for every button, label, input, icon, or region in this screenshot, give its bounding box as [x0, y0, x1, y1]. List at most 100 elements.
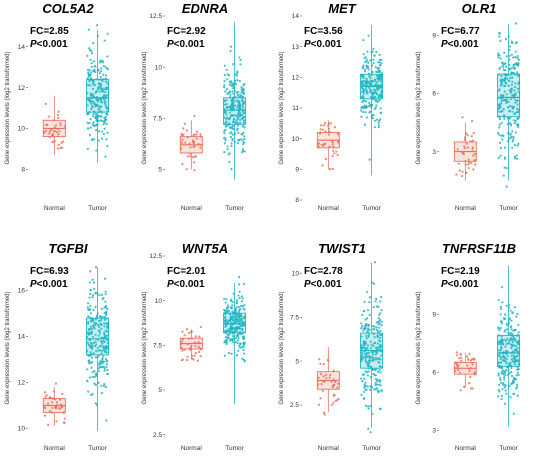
data-point	[98, 107, 101, 110]
data-point	[516, 368, 519, 371]
data-point	[88, 344, 91, 347]
data-point	[228, 319, 232, 322]
data-point	[87, 315, 90, 318]
data-point	[515, 349, 518, 352]
data-point	[364, 111, 367, 114]
data-point	[374, 66, 377, 69]
data-point	[63, 125, 66, 128]
data-point	[509, 309, 512, 312]
data-point	[105, 106, 108, 109]
data-point	[466, 146, 470, 149]
data-point	[238, 138, 241, 141]
data-point	[226, 330, 229, 333]
data-point	[380, 345, 383, 348]
data-point	[234, 114, 237, 117]
data-point	[368, 328, 371, 332]
data-point	[328, 376, 331, 379]
data-point	[367, 323, 371, 326]
data-point	[323, 413, 326, 416]
data-point	[229, 50, 232, 53]
data-point	[48, 130, 51, 133]
data-point	[242, 116, 245, 119]
data-point	[100, 70, 103, 73]
data-point	[502, 78, 505, 82]
data-point	[193, 133, 196, 136]
data-point	[337, 397, 340, 400]
data-point	[370, 115, 373, 119]
data-point	[379, 371, 382, 374]
data-point	[229, 93, 232, 96]
data-point	[363, 377, 366, 381]
data-point	[90, 97, 93, 100]
data-point	[499, 305, 502, 308]
data-point	[375, 387, 379, 390]
data-point	[88, 80, 91, 83]
data-point	[230, 321, 233, 324]
data-point	[506, 140, 510, 143]
data-point	[465, 132, 468, 135]
data-point	[497, 52, 500, 55]
data-point	[367, 85, 371, 89]
data-point	[94, 340, 97, 343]
data-point	[241, 91, 244, 94]
data-point	[362, 309, 366, 313]
data-point	[195, 137, 198, 140]
data-point	[467, 166, 470, 170]
data-point	[375, 321, 379, 324]
data-point	[106, 325, 109, 328]
data-point	[239, 113, 242, 116]
panel-olr1: OLR1 FC=6.77 P<0.001 Gene expression levels…	[416, 1, 521, 212]
data-point	[473, 358, 476, 361]
data-point	[106, 338, 109, 342]
data-point	[98, 72, 101, 75]
data-point	[503, 357, 506, 360]
data-point	[517, 62, 520, 65]
data-point	[103, 306, 106, 309]
data-point	[86, 335, 89, 338]
data-point	[226, 73, 229, 76]
y-tick-label: 14	[292, 13, 300, 20]
data-point	[369, 431, 372, 434]
data-point	[372, 305, 375, 309]
data-point	[232, 120, 236, 124]
data-point	[511, 140, 514, 143]
data-point	[362, 329, 365, 332]
fold-change-label: FC=2.01	[167, 266, 206, 277]
data-point	[56, 127, 60, 131]
data-point	[333, 152, 336, 155]
data-point	[87, 83, 90, 87]
data-point	[514, 131, 517, 134]
data-point	[516, 73, 519, 76]
data-point	[91, 93, 95, 96]
data-point	[199, 135, 203, 138]
data-point	[243, 360, 247, 363]
data-point	[92, 308, 95, 312]
data-point	[366, 374, 370, 377]
data-point	[231, 133, 234, 136]
data-point	[183, 122, 186, 125]
data-point	[90, 107, 93, 111]
data-point	[497, 341, 500, 344]
data-point	[453, 369, 457, 373]
data-point	[512, 119, 515, 122]
data-point	[504, 360, 507, 363]
data-point	[367, 370, 370, 373]
data-point	[377, 78, 380, 82]
data-point	[105, 112, 108, 115]
data-point	[373, 95, 377, 98]
data-point	[229, 114, 233, 117]
data-point	[499, 361, 503, 364]
data-point	[500, 99, 503, 103]
data-point	[236, 115, 239, 119]
data-point	[93, 375, 96, 379]
data-point	[241, 324, 244, 328]
panel-tgfbi: TGFBI FC=6.93 P<0.001 Gene expression level…	[5, 241, 110, 452]
data-point	[373, 119, 376, 123]
data-point	[235, 301, 239, 304]
data-point	[242, 335, 245, 338]
data-point	[232, 102, 235, 105]
data-point	[90, 320, 94, 323]
y-axis-label: Gene expression levels (log2 transformed…	[416, 51, 422, 164]
data-point	[55, 401, 59, 404]
data-point	[238, 56, 241, 59]
